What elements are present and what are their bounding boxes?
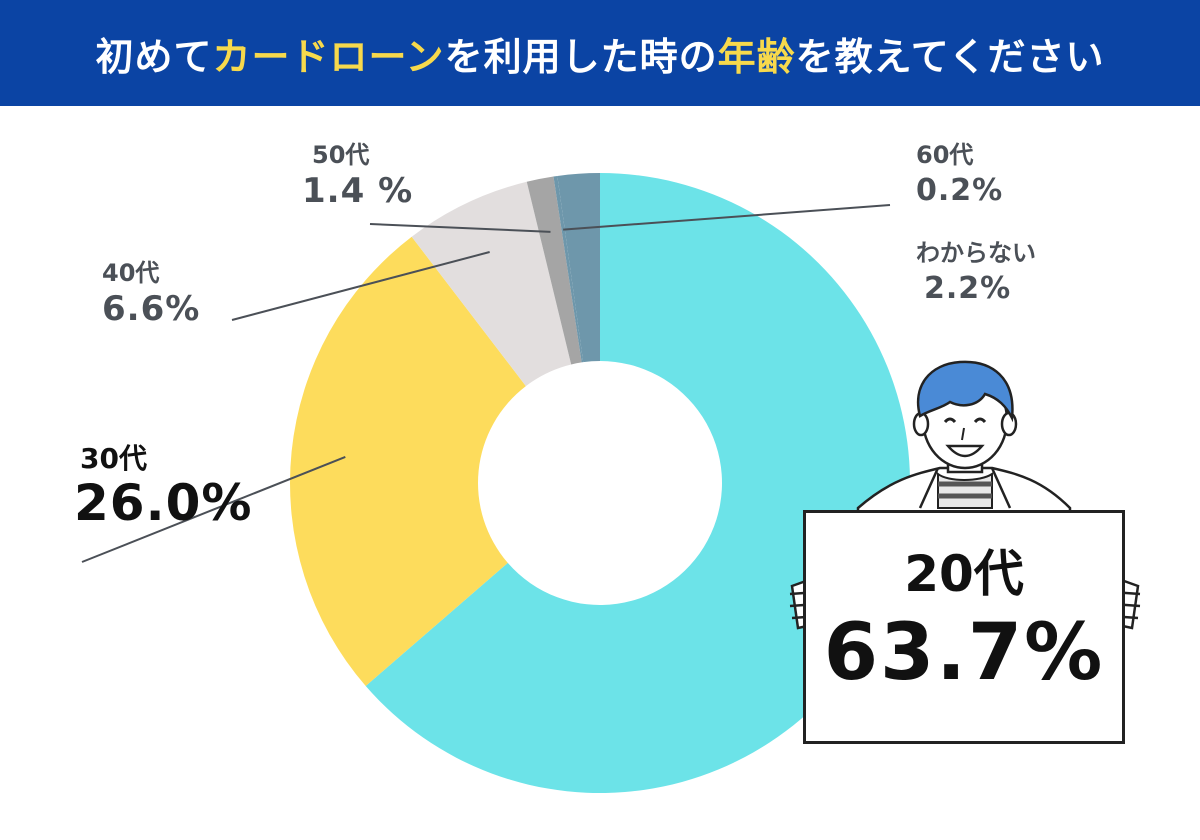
slice-30s [289, 236, 526, 687]
label-unknown: わからない 2.2% [916, 238, 1036, 310]
slice-value-50s: 1.4 % [302, 171, 414, 211]
slice-label-20s: 20代 [904, 545, 1024, 603]
label-60s: 60代 0.2% [916, 140, 1003, 212]
title-part: を教えてください [795, 35, 1105, 79]
slice-label-40s: 40代 [102, 259, 160, 287]
slice-label-unknown: わからない [916, 239, 1036, 267]
slice-label-50s: 50代 [312, 141, 370, 169]
leader-line-40s [231, 251, 490, 321]
slice-value-40s: 6.6% [102, 289, 201, 329]
slice-50s [526, 176, 582, 365]
label-50s: 50代 1.4 % [302, 140, 413, 212]
label-40s: 40代 6.6% [102, 258, 200, 330]
chart-title: 初めてカードローンを利用した時の年齢を教えてください [0, 26, 1200, 81]
title-part: を利用した時の [444, 35, 718, 79]
title-part-highlight: カードローン [212, 35, 445, 79]
person-hair [916, 360, 1014, 423]
slice-60s [553, 175, 584, 363]
highlight-sign: 20代 63.7% [803, 510, 1125, 744]
person-mouth [945, 444, 985, 458]
slice-label-30s: 30代 [80, 442, 147, 475]
title-banner [0, 0, 1200, 106]
leader-line-60s [563, 204, 891, 231]
leader-line-50s [369, 223, 551, 233]
slice-value-60s: 0.2% [916, 173, 1004, 208]
slice-value-unknown: 2.2% [924, 271, 1012, 306]
label-30s: 30代 26.0% [74, 442, 252, 533]
slice-40s [411, 181, 572, 387]
slice-value-30s: 26.0% [74, 474, 253, 532]
slice-unknown [557, 173, 600, 363]
title-part-highlight: 年齢 [717, 35, 796, 79]
slice-20s [365, 173, 910, 793]
slice-value-20s: 63.7% [823, 608, 1105, 698]
title-part: 初めて [95, 35, 213, 79]
slice-label-60s: 60代 [916, 141, 974, 169]
person-shirt [937, 471, 993, 509]
leader-line-30s [81, 456, 346, 563]
